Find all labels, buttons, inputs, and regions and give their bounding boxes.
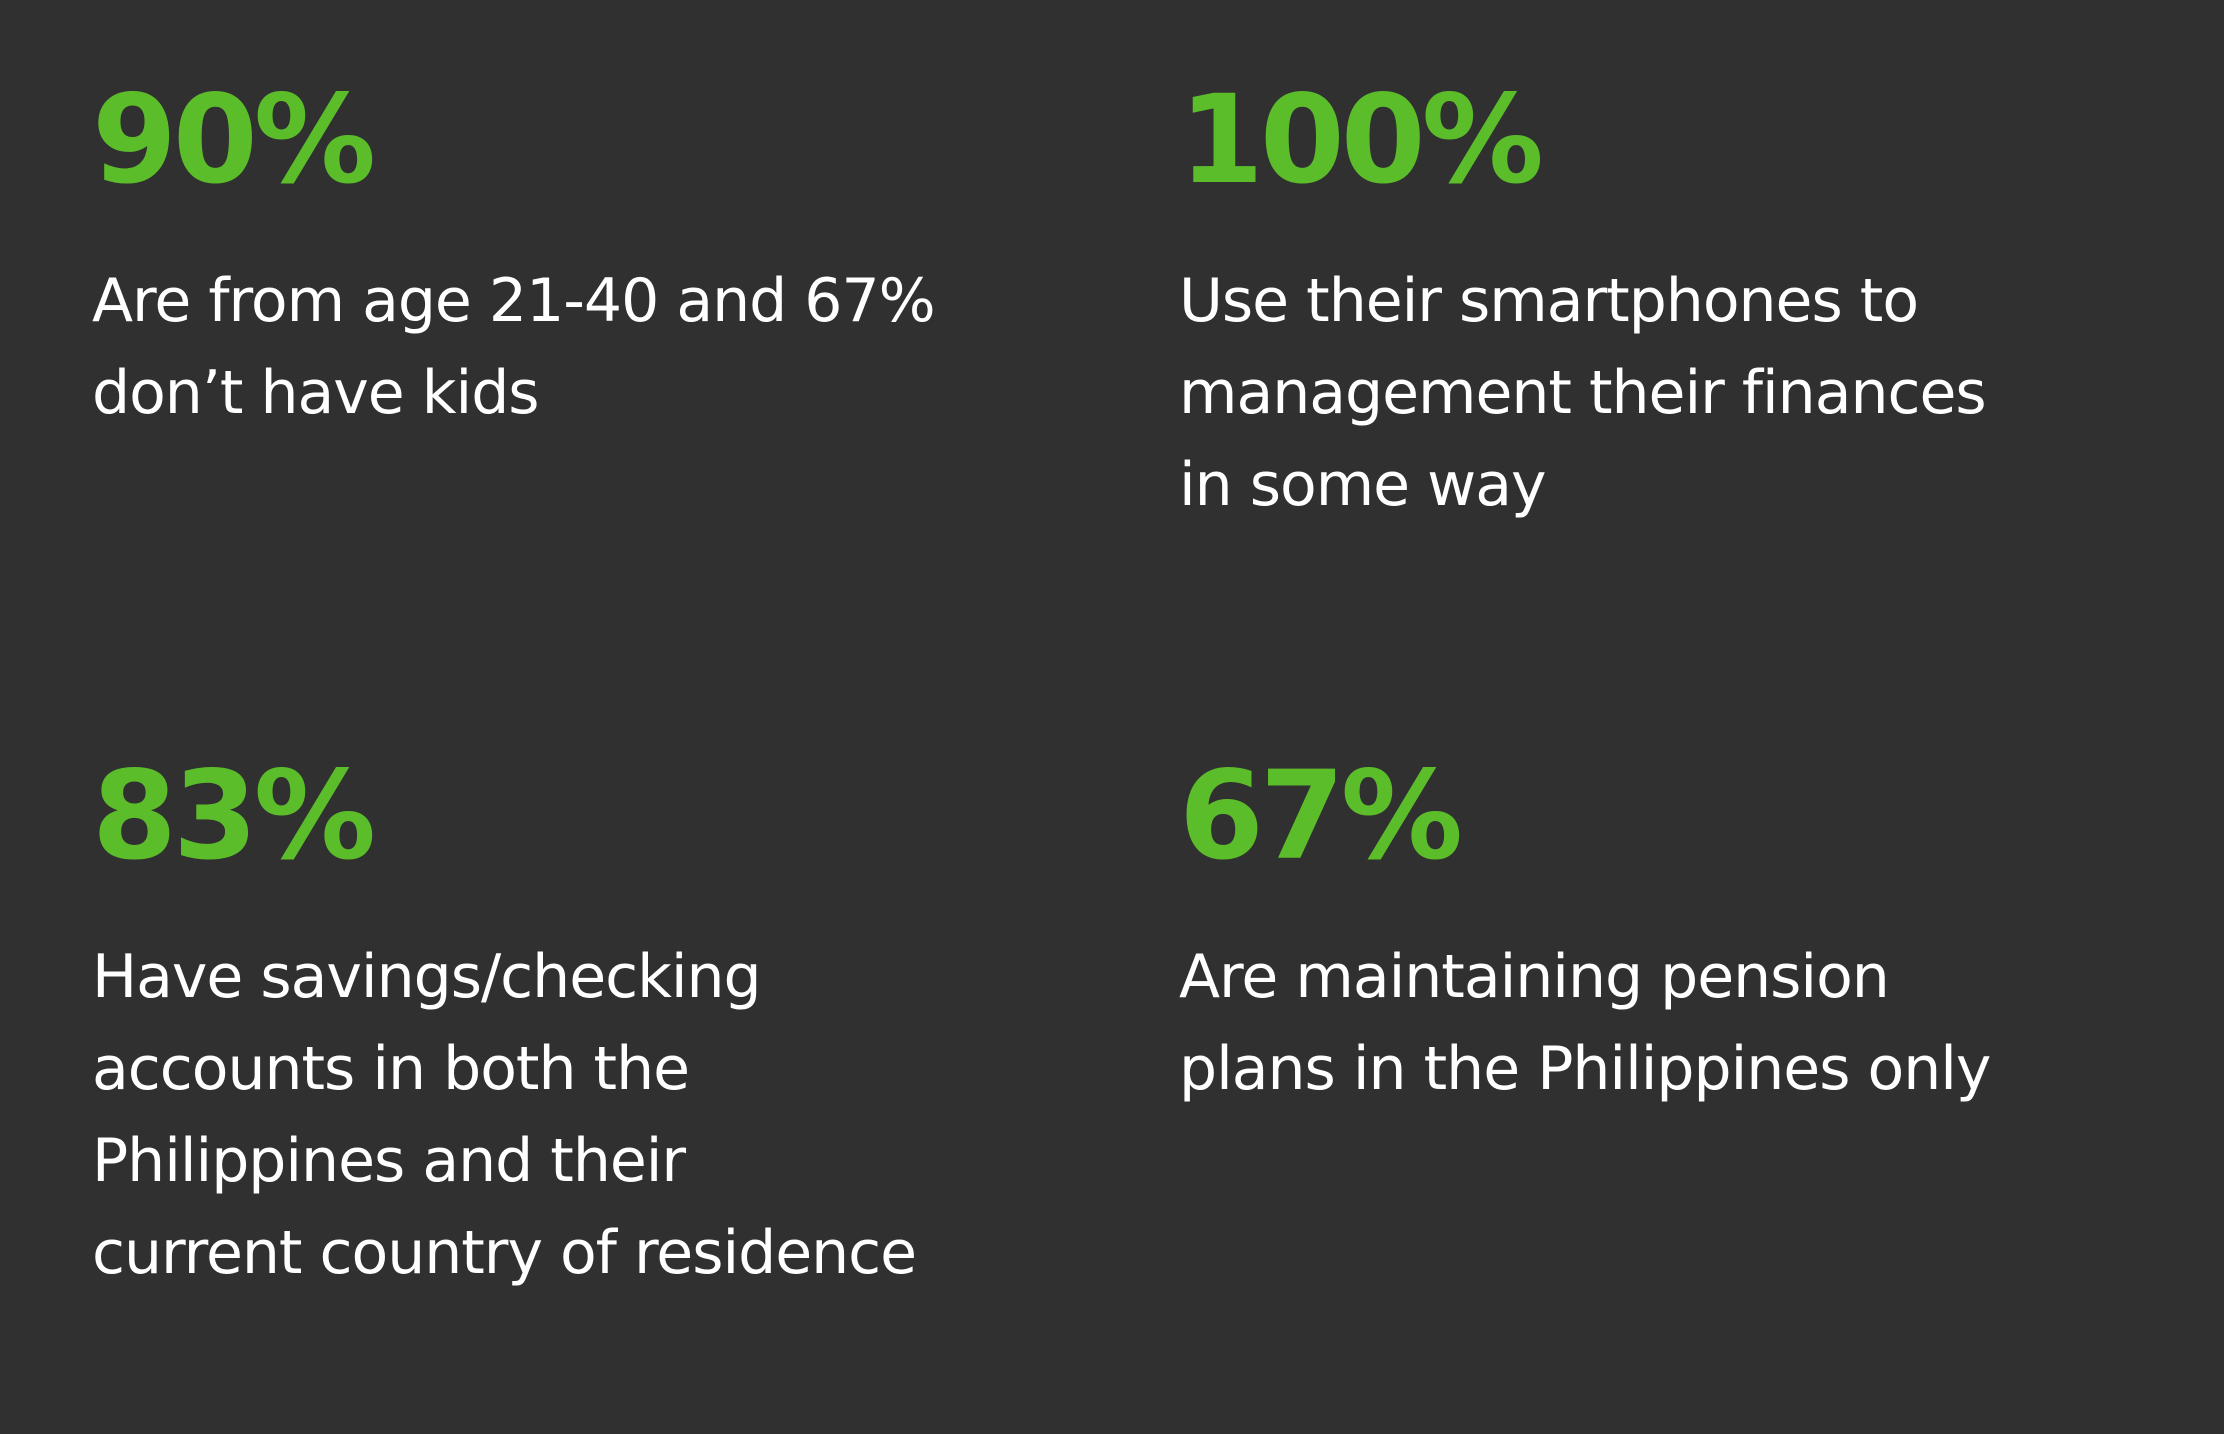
stat-value: 67% [1179,745,1463,887]
stat-description-line: Use their smartphones to [1179,266,1919,336]
stat-description: Use their smartphones to management thei… [1179,255,2199,531]
stat-description-line: Are maintaining pension [1179,942,1890,1012]
stat-description-line: don’t have kids [92,358,540,428]
stat-block-67-percent: 67% Are maintaining pension plans in the… [1179,746,2199,1115]
stat-description: Have savings/checking accounts in both t… [92,931,1112,1299]
stat-value: 90% [92,69,376,211]
stat-description-line: Have savings/checking [92,942,762,1012]
stat-description-line: plans in the Philippines only [1179,1034,1991,1104]
stat-description-line: accounts in both the [92,1034,690,1104]
stat-block-100-percent: 100% Use their smartphones to management… [1179,70,2199,531]
stat-value: 100% [1179,69,1544,211]
stat-description-line: current country of residence [92,1218,917,1288]
stat-description-line: Are from age 21-40 and 67% [92,266,936,336]
stat-description: Are maintaining pension plans in the Phi… [1179,931,2199,1115]
stat-block-83-percent: 83% Have savings/checking accounts in bo… [92,746,1112,1299]
stat-description-line: in some way [1179,450,1547,520]
stat-description-line: management their finances [1179,358,1987,428]
stat-block-90-percent: 90% Are from age 21-40 and 67% don’t hav… [92,70,1112,439]
stat-description: Are from age 21-40 and 67% don’t have ki… [92,255,1112,439]
stat-description-line: Philippines and their [92,1126,686,1196]
stat-value: 83% [92,745,376,887]
